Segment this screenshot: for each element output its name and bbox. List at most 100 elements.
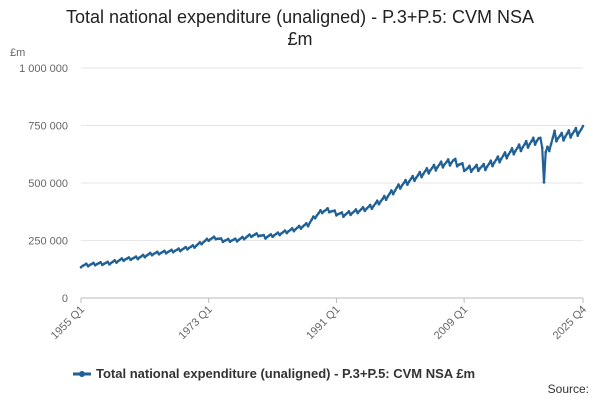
data-point xyxy=(356,211,360,215)
data-point xyxy=(494,158,498,162)
x-axis-ticks: 1955 Q1 1973 Q1 1991 Q1 2009 Q1 2025 Q4 xyxy=(49,298,589,342)
data-point xyxy=(335,214,338,217)
series-line xyxy=(80,125,584,269)
data-point xyxy=(415,176,418,179)
x-tick-label: 1973 Q1 xyxy=(177,304,215,342)
data-point xyxy=(235,240,239,243)
y-tick-label: 500 000 xyxy=(28,178,68,190)
data-point xyxy=(528,142,532,146)
data-point xyxy=(340,211,344,214)
data-point xyxy=(106,260,109,264)
data-point xyxy=(551,136,555,140)
data-point xyxy=(113,259,116,262)
data-point xyxy=(203,239,207,242)
data-point xyxy=(283,229,287,232)
data-point xyxy=(320,211,324,215)
data-point xyxy=(446,158,450,161)
data-point xyxy=(179,249,182,253)
data-point xyxy=(438,163,441,166)
data-point xyxy=(521,145,524,149)
data-point xyxy=(548,149,551,153)
data-point xyxy=(182,247,186,250)
data-point xyxy=(514,149,517,152)
data-point xyxy=(473,166,477,169)
data-point xyxy=(108,263,111,266)
data-point xyxy=(278,233,282,237)
data-point xyxy=(242,237,246,241)
data-point xyxy=(397,183,400,186)
data-point xyxy=(370,207,374,210)
data-point xyxy=(452,158,455,162)
data-point xyxy=(196,242,200,246)
data-point xyxy=(308,221,312,225)
data-point xyxy=(576,134,579,137)
data-point xyxy=(496,155,500,158)
legend-marker xyxy=(79,371,85,377)
data-point xyxy=(363,209,367,213)
data-point xyxy=(406,183,409,186)
data-point xyxy=(368,203,372,207)
data-point xyxy=(402,181,406,185)
data-point xyxy=(498,160,501,164)
y-axis-label: £m xyxy=(10,47,25,59)
data-point xyxy=(572,130,576,133)
data-point xyxy=(517,143,521,146)
data-point xyxy=(485,165,489,168)
data-point xyxy=(289,228,292,232)
data-point xyxy=(140,255,143,258)
data-point xyxy=(315,214,319,217)
data-point xyxy=(383,194,386,198)
data-point xyxy=(422,172,425,176)
data-point xyxy=(454,157,457,161)
data-point xyxy=(450,161,454,164)
data-point xyxy=(443,163,446,166)
data-point xyxy=(400,184,404,187)
data-point xyxy=(574,126,578,130)
data-point xyxy=(553,129,556,133)
data-point xyxy=(352,210,356,213)
data-point xyxy=(416,173,420,177)
data-point xyxy=(287,230,290,233)
data-point xyxy=(305,222,308,225)
data-point xyxy=(186,248,189,251)
data-point xyxy=(549,142,553,146)
data-point xyxy=(85,262,88,266)
data-point xyxy=(269,233,273,236)
data-point xyxy=(558,134,562,138)
data-point xyxy=(384,198,388,201)
data-point xyxy=(484,168,487,172)
data-point xyxy=(516,146,519,150)
data-point xyxy=(571,132,574,136)
data-point xyxy=(141,253,145,257)
data-point xyxy=(404,178,407,182)
legend[interactable]: Total national expenditure (unaligned) -… xyxy=(73,366,475,381)
data-point xyxy=(202,240,205,244)
data-point xyxy=(246,234,249,238)
data-point xyxy=(386,195,390,198)
data-point xyxy=(425,167,429,170)
data-point xyxy=(500,157,503,160)
data-point xyxy=(118,258,122,262)
data-point xyxy=(189,245,193,248)
data-point xyxy=(147,253,150,256)
data-point xyxy=(143,255,147,259)
data-point xyxy=(241,235,244,239)
data-point xyxy=(191,244,195,247)
data-point xyxy=(226,237,230,241)
data-point xyxy=(148,251,152,255)
data-point xyxy=(280,232,283,235)
data-point xyxy=(170,248,173,252)
data-point xyxy=(519,149,523,153)
data-point xyxy=(313,217,317,220)
data-point xyxy=(342,215,345,218)
data-point xyxy=(156,250,159,254)
data-point xyxy=(324,208,328,212)
data-point xyxy=(177,247,180,250)
data-point xyxy=(120,257,124,260)
data-point xyxy=(372,204,376,208)
data-point xyxy=(358,209,361,213)
data-point xyxy=(164,252,168,255)
data-point xyxy=(489,159,493,162)
data-point xyxy=(567,129,571,132)
data-point xyxy=(526,146,530,149)
